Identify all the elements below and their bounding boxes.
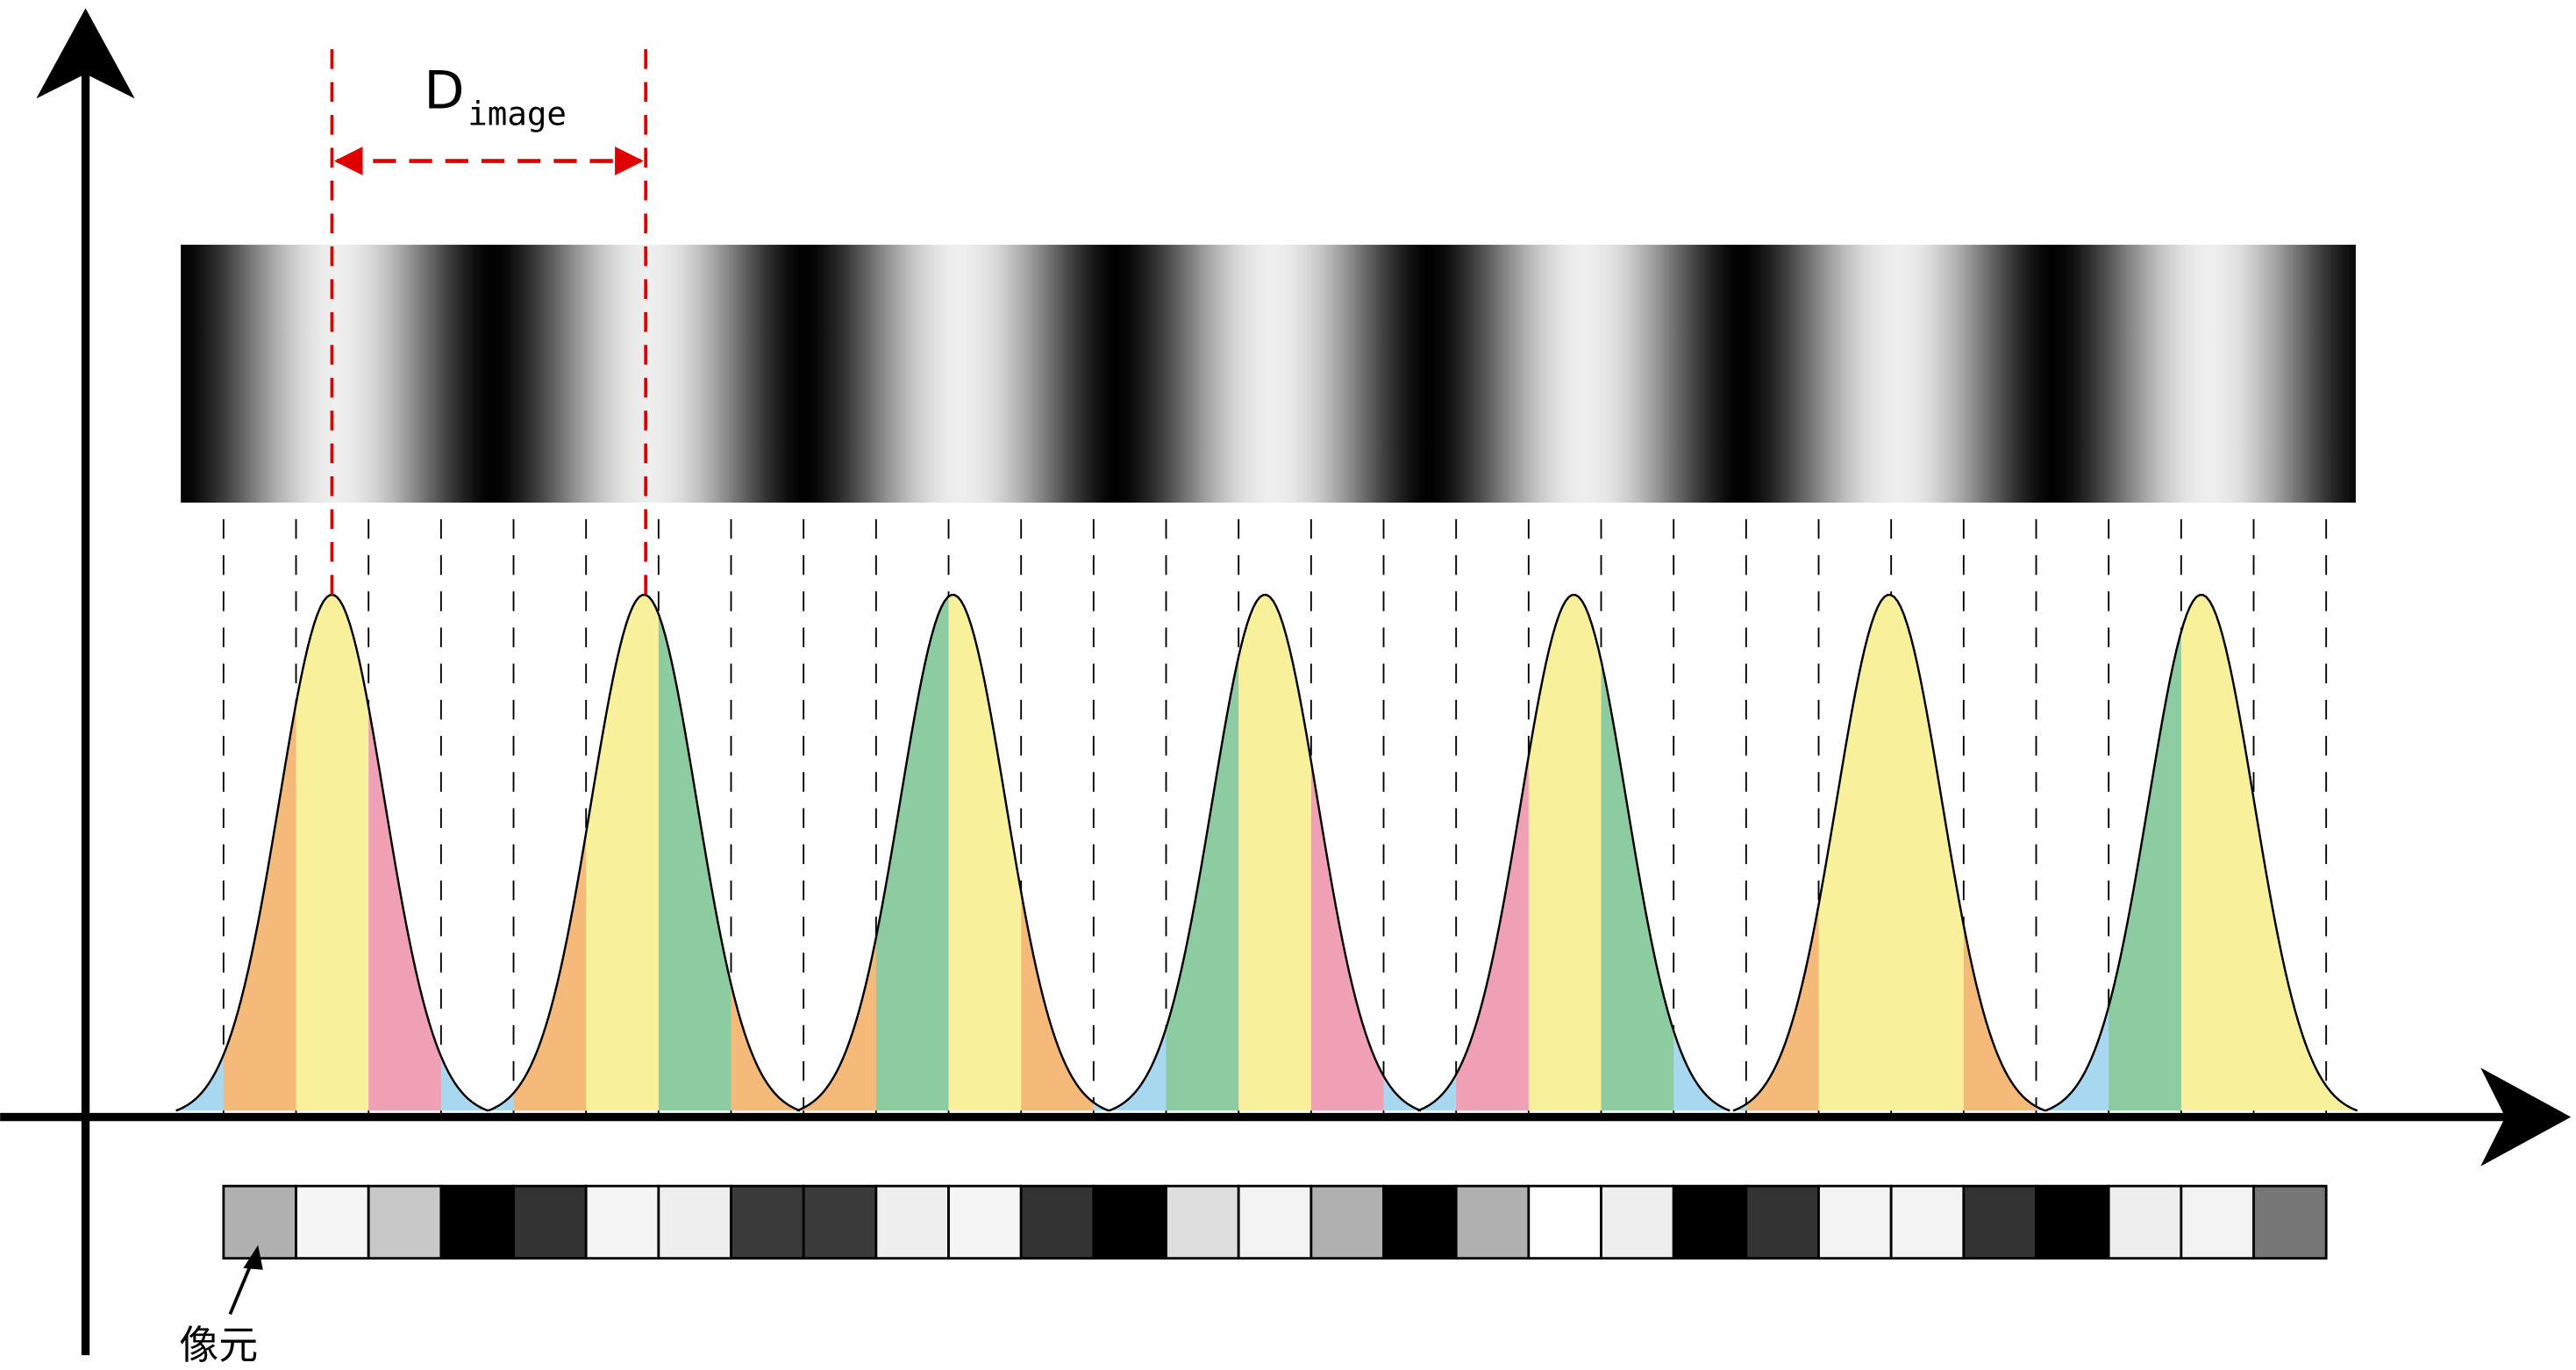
- peak-segment: [296, 595, 370, 1111]
- peak-segment: [1891, 595, 1965, 1111]
- pixel: [1527, 1184, 1602, 1260]
- peak-segment: [586, 595, 660, 1111]
- peak-segment: [1093, 595, 1110, 1111]
- pixel: [1237, 1184, 1313, 1260]
- peak-segment: [1109, 595, 1167, 1111]
- peak-segment: [731, 595, 801, 1111]
- peak-segment: [1166, 595, 1240, 1111]
- peak: [1109, 595, 1422, 1111]
- peak-segment: [1456, 595, 1530, 1111]
- peak-outline: [2044, 594, 2358, 1112]
- peak-outline: [1417, 594, 1730, 1112]
- peak-segment: [488, 595, 515, 1111]
- peak-outline: [796, 594, 1110, 1112]
- pixel: [1889, 1184, 1966, 1260]
- peak-segment: [1528, 595, 1602, 1111]
- pixel-label: 像元: [179, 1322, 258, 1368]
- dimension-sub: image: [467, 94, 567, 132]
- peak-segment: [1673, 595, 1730, 1111]
- pixel: [512, 1184, 588, 1260]
- peak-outline: [1108, 594, 1422, 1112]
- peak-segment: [368, 595, 442, 1111]
- pixel: [1309, 1184, 1385, 1260]
- peak: [1417, 595, 1730, 1111]
- peak-segment: [1417, 595, 1458, 1111]
- pixel: [874, 1184, 950, 1260]
- peak: [1733, 595, 2045, 1111]
- peak-segment: [2180, 595, 2255, 1111]
- peak-outline: [487, 594, 801, 1112]
- x-axis-arrow: [2480, 1067, 2572, 1167]
- pixel: [2180, 1184, 2255, 1260]
- peak-outline: [1732, 594, 2046, 1112]
- pixel: [584, 1184, 660, 1260]
- pixel: [295, 1184, 370, 1260]
- peak-segment: [440, 595, 489, 1111]
- peak-segment: [948, 595, 1023, 1111]
- peak-segment: [2036, 595, 2045, 1111]
- pixel: [1600, 1184, 1675, 1260]
- peak-segment: [1383, 595, 1422, 1111]
- pixel: [1165, 1184, 1240, 1260]
- peak-segment: [1733, 595, 1747, 1111]
- pixel: [2252, 1184, 2328, 1260]
- peak-segment: [1238, 595, 1312, 1111]
- peak: [796, 595, 1110, 1111]
- peak-segment: [2253, 595, 2328, 1111]
- pixel-row: [222, 1184, 2328, 1260]
- pixel: [802, 1184, 878, 1260]
- pointer-head: [243, 1245, 263, 1270]
- peak-segment: [1963, 595, 2037, 1111]
- peak-segment: [2109, 595, 2182, 1111]
- peak-outline: [175, 594, 489, 1112]
- pixel: [1962, 1184, 2037, 1260]
- pixel: [1672, 1184, 1748, 1260]
- pixel: [1019, 1184, 1095, 1260]
- peak-segment: [1021, 595, 1095, 1111]
- pixel: [1817, 1184, 1893, 1260]
- pixel: [1745, 1184, 1820, 1260]
- pixel: [2107, 1184, 2183, 1260]
- peak-segment: [2044, 595, 2110, 1111]
- peak: [175, 595, 489, 1111]
- pixel: [222, 1184, 297, 1260]
- peak: [488, 595, 801, 1111]
- pixel: [1454, 1184, 1531, 1260]
- pixel: [367, 1184, 443, 1260]
- y-axis-arrow: [36, 8, 135, 99]
- pixel: [1382, 1184, 1458, 1260]
- peak-segment: [1310, 595, 1385, 1111]
- pixel: [730, 1184, 805, 1260]
- pixel: [1092, 1184, 1167, 1260]
- pixel: [947, 1184, 1023, 1260]
- pixel: [2035, 1184, 2110, 1260]
- peak-segment: [223, 595, 297, 1111]
- peak-segment: [803, 595, 877, 1111]
- peak-segment: [875, 595, 950, 1111]
- peak: [2044, 595, 2358, 1111]
- peak-segment: [513, 595, 588, 1111]
- peak-segment: [1601, 595, 1675, 1111]
- peak-segment: [2326, 595, 2358, 1111]
- peak-segment: [1745, 595, 1820, 1111]
- fringe-image: [181, 245, 2356, 503]
- peak-segment: [175, 595, 225, 1111]
- pixel: [657, 1184, 732, 1260]
- intensity-peaks: [175, 594, 2358, 1112]
- dimension-main: D: [424, 61, 464, 122]
- pixel: [439, 1184, 515, 1260]
